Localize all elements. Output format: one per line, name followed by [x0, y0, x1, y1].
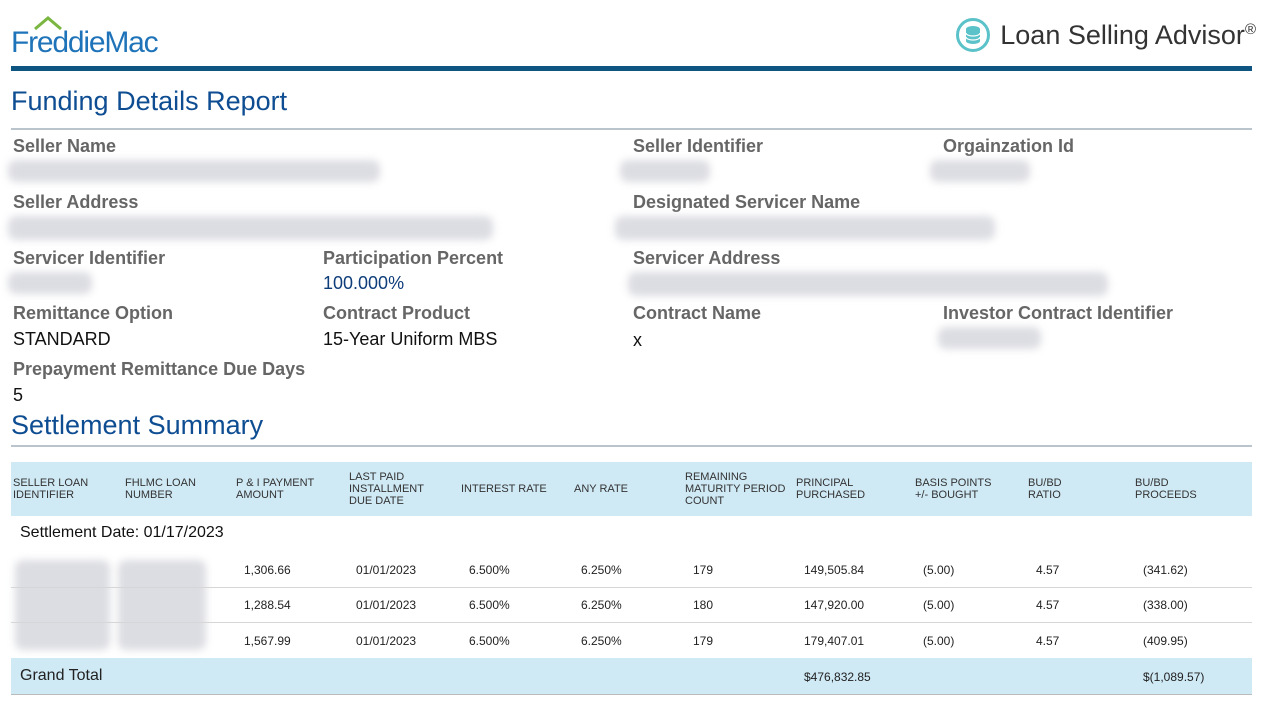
column-header-pi-payment-amount[interactable]: P & I PAYMENT AMOUNT [236, 477, 315, 501]
seller-name-value-redacted [8, 160, 380, 182]
house-roof-icon [34, 16, 62, 30]
principal-purchased: 149,505.84 [804, 563, 865, 577]
bubd-ratio: 4.57 [1036, 634, 1060, 648]
prepayment-remittance-due-days-label: Prepayment Remittance Due Days [13, 359, 306, 379]
column-header-last-paid-installment-due-date[interactable]: LAST PAID INSTALLMENT DUE DATE [349, 471, 424, 507]
column-header-interest-rate[interactable]: INTEREST RATE [461, 483, 547, 495]
page-title: Funding Details Report [11, 86, 288, 116]
bubd-ratio: 4.57 [1036, 598, 1060, 612]
servicer-identifier-label: Servicer Identifier [13, 248, 166, 268]
last-paid-installment-due-date: 01/01/2023 [356, 634, 417, 648]
product-name: Loan Selling Advisor® [1000, 19, 1256, 50]
column-header-seller-loan-identifier[interactable]: SELLER LOAN IDENTIFIER [13, 477, 89, 501]
organization-id-value-redacted [930, 160, 1030, 182]
basis-points-bought: (5.00) [923, 598, 955, 612]
designated-servicer-name-label: Designated Servicer Name [633, 192, 861, 212]
servicer-address-label: Servicer Address [633, 248, 781, 268]
seller-address-value-redacted [8, 216, 493, 240]
column-header-fhlmc-loan-number[interactable]: FHLMC LOAN NUMBER [125, 477, 196, 501]
servicer-address-value-redacted [628, 272, 1108, 296]
interest-rate: 6.500% [469, 598, 510, 612]
pi-payment-amount: 1,567.99 [244, 634, 291, 648]
designated-servicer-name-value-redacted [615, 216, 995, 240]
seller-identifier-value-redacted [620, 160, 710, 182]
header-divider [11, 66, 1252, 71]
remaining-maturity-period-count: 179 [693, 563, 714, 577]
pi-payment-amount: 1,306.66 [244, 563, 291, 577]
any-rate: 6.250% [581, 598, 622, 612]
any-rate: 6.250% [581, 563, 622, 577]
grand-total-principal-purchased: $476,832.85 [804, 670, 871, 684]
column-header-bubd-proceeds[interactable]: BU/BD PROCEEDS [1135, 477, 1197, 501]
column-header-basis-points-bought[interactable]: BASIS POINTS +/- BOUGHT [915, 477, 992, 501]
column-header-any-rate[interactable]: ANY RATE [574, 483, 628, 495]
organization-id-label: Orgainzation Id [943, 136, 1075, 156]
grand-total-bubd-proceeds: $(1,089.57) [1143, 670, 1205, 684]
remittance-option-label: Remittance Option [13, 303, 174, 323]
seller-loan-identifiers-redacted [15, 560, 110, 650]
contract-product-value: 15-Year Uniform MBS [323, 329, 498, 349]
principal-purchased: 179,407.01 [804, 634, 865, 648]
bubd-proceeds: (409.95) [1143, 634, 1188, 648]
product-branding: Loan Selling Advisor® [956, 18, 1256, 52]
basis-points-bought: (5.00) [923, 634, 955, 648]
participation-percent-label: Participation Percent [323, 248, 504, 268]
bubd-proceeds: (341.62) [1143, 563, 1188, 577]
servicer-identifier-value-redacted [8, 272, 92, 294]
contract-name-value: x [633, 330, 642, 350]
grand-total-row [11, 658, 1252, 694]
last-paid-installment-due-date: 01/01/2023 [356, 563, 417, 577]
bubd-ratio: 4.57 [1036, 563, 1060, 577]
interest-rate: 6.500% [469, 634, 510, 648]
bubd-proceeds: (338.00) [1143, 598, 1188, 612]
seller-name-label: Seller Name [13, 136, 117, 156]
freddie-mac-logo: FreddieMac [11, 8, 161, 59]
interest-rate: 6.500% [469, 563, 510, 577]
remittance-option-value: STANDARD [13, 329, 111, 349]
seller-address-label: Seller Address [13, 192, 139, 212]
database-icon [956, 18, 991, 52]
participation-percent-value: 100.000% [323, 273, 405, 293]
row-divider [11, 587, 1252, 588]
investor-contract-identifier-label: Investor Contract Identifier [943, 303, 1174, 323]
prepayment-remittance-due-days-value: 5 [13, 385, 24, 405]
column-header-bubd-ratio[interactable]: BU/BD RATIO [1028, 477, 1062, 501]
last-paid-installment-due-date: 01/01/2023 [356, 598, 417, 612]
basis-points-bought: (5.00) [923, 563, 955, 577]
title-divider [11, 128, 1252, 130]
registered-mark: ® [1244, 20, 1256, 38]
pi-payment-amount: 1,288.54 [244, 598, 291, 612]
column-header-remaining-maturity-period-count[interactable]: REMAINING MATURITY PERIOD COUNT [685, 471, 786, 507]
seller-identifier-label: Seller Identifier [633, 136, 764, 156]
principal-purchased: 147,920.00 [804, 598, 865, 612]
remaining-maturity-period-count: 179 [693, 634, 714, 648]
table-header: SELLER LOAN IDENTIFIER FHLMC LOAN NUMBER… [11, 462, 1252, 516]
logo-text: FreddieMac [11, 26, 159, 59]
settlement-summary-title: Settlement Summary [11, 410, 264, 440]
column-header-principal-purchased[interactable]: PRINCIPAL PURCHASED [796, 477, 866, 501]
fhlmc-loan-numbers-redacted [118, 560, 206, 650]
contract-product-label: Contract Product [323, 303, 471, 323]
investor-contract-identifier-value-redacted [938, 327, 1041, 349]
settlement-divider [11, 445, 1252, 447]
grand-total-label: Grand Total [20, 667, 103, 684]
row-divider [11, 622, 1252, 623]
table-bottom-rule [11, 694, 1252, 695]
remaining-maturity-period-count: 180 [693, 598, 714, 612]
settlement-date: Settlement Date: 01/17/2023 [20, 524, 224, 541]
any-rate: 6.250% [581, 634, 622, 648]
contract-name-label: Contract Name [633, 303, 762, 323]
